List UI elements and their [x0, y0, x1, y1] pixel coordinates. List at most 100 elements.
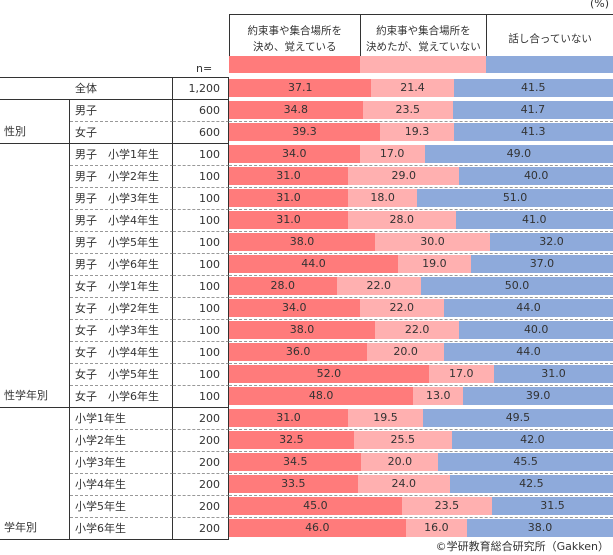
row-label: 男子 小学6年生: [70, 253, 173, 275]
table-row: 男子 小学3年生 100 31.0 18.0 51.0: [0, 187, 613, 209]
table-row: 男子 小学2年生 100 31.0 29.0 40.0: [0, 165, 613, 187]
row-label: 女子 小学4年生: [70, 341, 173, 363]
bar-segment-2: 25.5: [353, 431, 452, 449]
legend-entry: 約束事や集合場所を 決めたが、覚えていない: [359, 14, 488, 62]
bar-segment-1: 34.0: [229, 299, 360, 317]
bar-segment-2: 23.5: [362, 101, 453, 119]
bar-segment-1: 38.0: [229, 321, 375, 339]
row-label: 小学4年生: [70, 473, 173, 495]
bar-segment-1: 46.0: [229, 519, 406, 537]
bar-segment-1: 48.0: [229, 387, 414, 405]
bar-segment-3: 37.0: [470, 255, 613, 273]
row-label: 全体: [0, 77, 173, 99]
row-label: 女子 小学5年生: [70, 363, 173, 385]
legend-label-line: 話し合っていない: [508, 32, 592, 45]
bar-segment-3: 51.0: [417, 189, 613, 207]
table-row: 女子 小学4年生 100 36.0 20.0 44.0: [0, 341, 613, 363]
group-label-cell: 性別: [0, 99, 70, 143]
row-label: 男子 小学1年生: [70, 143, 173, 165]
bar-segment-2: 16.0: [405, 519, 468, 537]
bar-segment-2: 13.0: [413, 387, 464, 405]
row-divider: [229, 429, 613, 430]
copyright-footer: ©学研教育総合研究所（Gakken）: [435, 540, 609, 553]
bar-segment-2: 18.0: [348, 189, 418, 207]
bar-segment-1: 52.0: [229, 365, 429, 383]
legend-label-line: 決めたが、覚えていない: [366, 40, 481, 53]
table-row: 女子 小学5年生 100 52.0 17.0 31.0: [0, 363, 613, 385]
bar-segment-1: 37.1: [229, 79, 372, 97]
bar-segment-2: 30.0: [374, 233, 491, 251]
row-divider: [229, 517, 613, 518]
bar-segment-2: 24.0: [357, 475, 450, 493]
row-n: 200: [173, 429, 229, 451]
row-n: 100: [173, 319, 229, 341]
row-divider: [229, 495, 613, 496]
row-divider: [229, 231, 613, 232]
row-divider: [229, 451, 613, 452]
row-divider: [229, 385, 613, 386]
table-row: 全体 1,200 37.1 21.4 41.5: [0, 77, 613, 99]
row-n: 100: [173, 187, 229, 209]
group-label-cell: 学年別: [0, 407, 70, 539]
row-label: 小学5年生: [70, 495, 173, 517]
row-label: 女子 小学6年生: [70, 385, 173, 407]
row-divider: [229, 275, 613, 276]
legend-label: 約束事や集合場所を 決めたが、覚えていない: [366, 23, 481, 55]
bar-segment-2: 17.0: [359, 145, 425, 163]
row-label: 小学3年生: [70, 451, 173, 473]
table-row: 女子 小学1年生 100 28.0 22.0 50.0: [0, 275, 613, 297]
row-n: 200: [173, 517, 229, 539]
bar-segment-1: 28.0: [229, 277, 337, 295]
row-divider: [229, 165, 613, 166]
bar-segment-3: 32.0: [490, 233, 613, 251]
row-n: 100: [173, 275, 229, 297]
bar-segment-1: 33.5: [229, 475, 358, 493]
row-n: 100: [173, 253, 229, 275]
legend-swatch: [229, 56, 360, 73]
row-n: 100: [173, 231, 229, 253]
row-n: 100: [173, 341, 229, 363]
bar-segment-3: 31.0: [493, 365, 613, 383]
bar-segment-2: 20.0: [361, 453, 439, 471]
table-row: 女子 小学2年生 100 34.0 22.0 44.0: [0, 297, 613, 319]
bar-segment-3: 38.0: [467, 519, 613, 537]
row-label: 女子 小学2年生: [70, 297, 173, 319]
row-label: 男子 小学3年生: [70, 187, 173, 209]
bar-segment-2: 21.4: [371, 79, 454, 97]
row-label: 女子: [70, 121, 173, 143]
row-divider: [229, 297, 613, 298]
bar-segment-3: 49.0: [424, 145, 613, 163]
bar-segment-1: 44.0: [229, 255, 398, 273]
n-header: n=: [196, 62, 213, 75]
row-n: 100: [173, 209, 229, 231]
bar-segment-2: 23.5: [401, 497, 493, 515]
row-n: 100: [173, 297, 229, 319]
bar-segment-2: 19.5: [348, 409, 423, 427]
bar-segment-2: 17.0: [428, 365, 494, 383]
row-label: 男子 小学4年生: [70, 209, 173, 231]
table-row: 小学4年生 200 33.5 24.0 42.5: [0, 473, 613, 495]
bar-segment-1: 39.3: [229, 123, 380, 141]
bar-segment-3: 45.5: [438, 453, 613, 471]
row-n: 600: [173, 99, 229, 121]
bar-segment-2: 28.0: [348, 211, 456, 229]
row-label: 小学6年生: [70, 517, 173, 539]
row-label: 女子 小学3年生: [70, 319, 173, 341]
row-label: 女子 小学1年生: [70, 275, 173, 297]
row-label: 小学2年生: [70, 429, 173, 451]
row-n: 600: [173, 121, 229, 143]
table-row: 男子 小学6年生 100 44.0 19.0 37.0: [0, 253, 613, 275]
bar-segment-1: 31.0: [229, 211, 349, 229]
row-divider: [229, 187, 613, 188]
table-row: 男子 600 34.8 23.5 41.7: [0, 99, 613, 121]
row-n: 100: [173, 165, 229, 187]
row-label: 男子: [70, 99, 173, 121]
bar-segment-1: 38.0: [229, 233, 375, 251]
bar-segment-2: 22.0: [336, 277, 421, 295]
group-label: 性学年別: [4, 389, 48, 402]
bar-segment-1: 31.0: [229, 167, 349, 185]
bar-segment-1: 31.0: [229, 409, 349, 427]
bar-segment-1: 45.0: [229, 497, 402, 515]
row-label: 小学1年生: [70, 407, 173, 429]
